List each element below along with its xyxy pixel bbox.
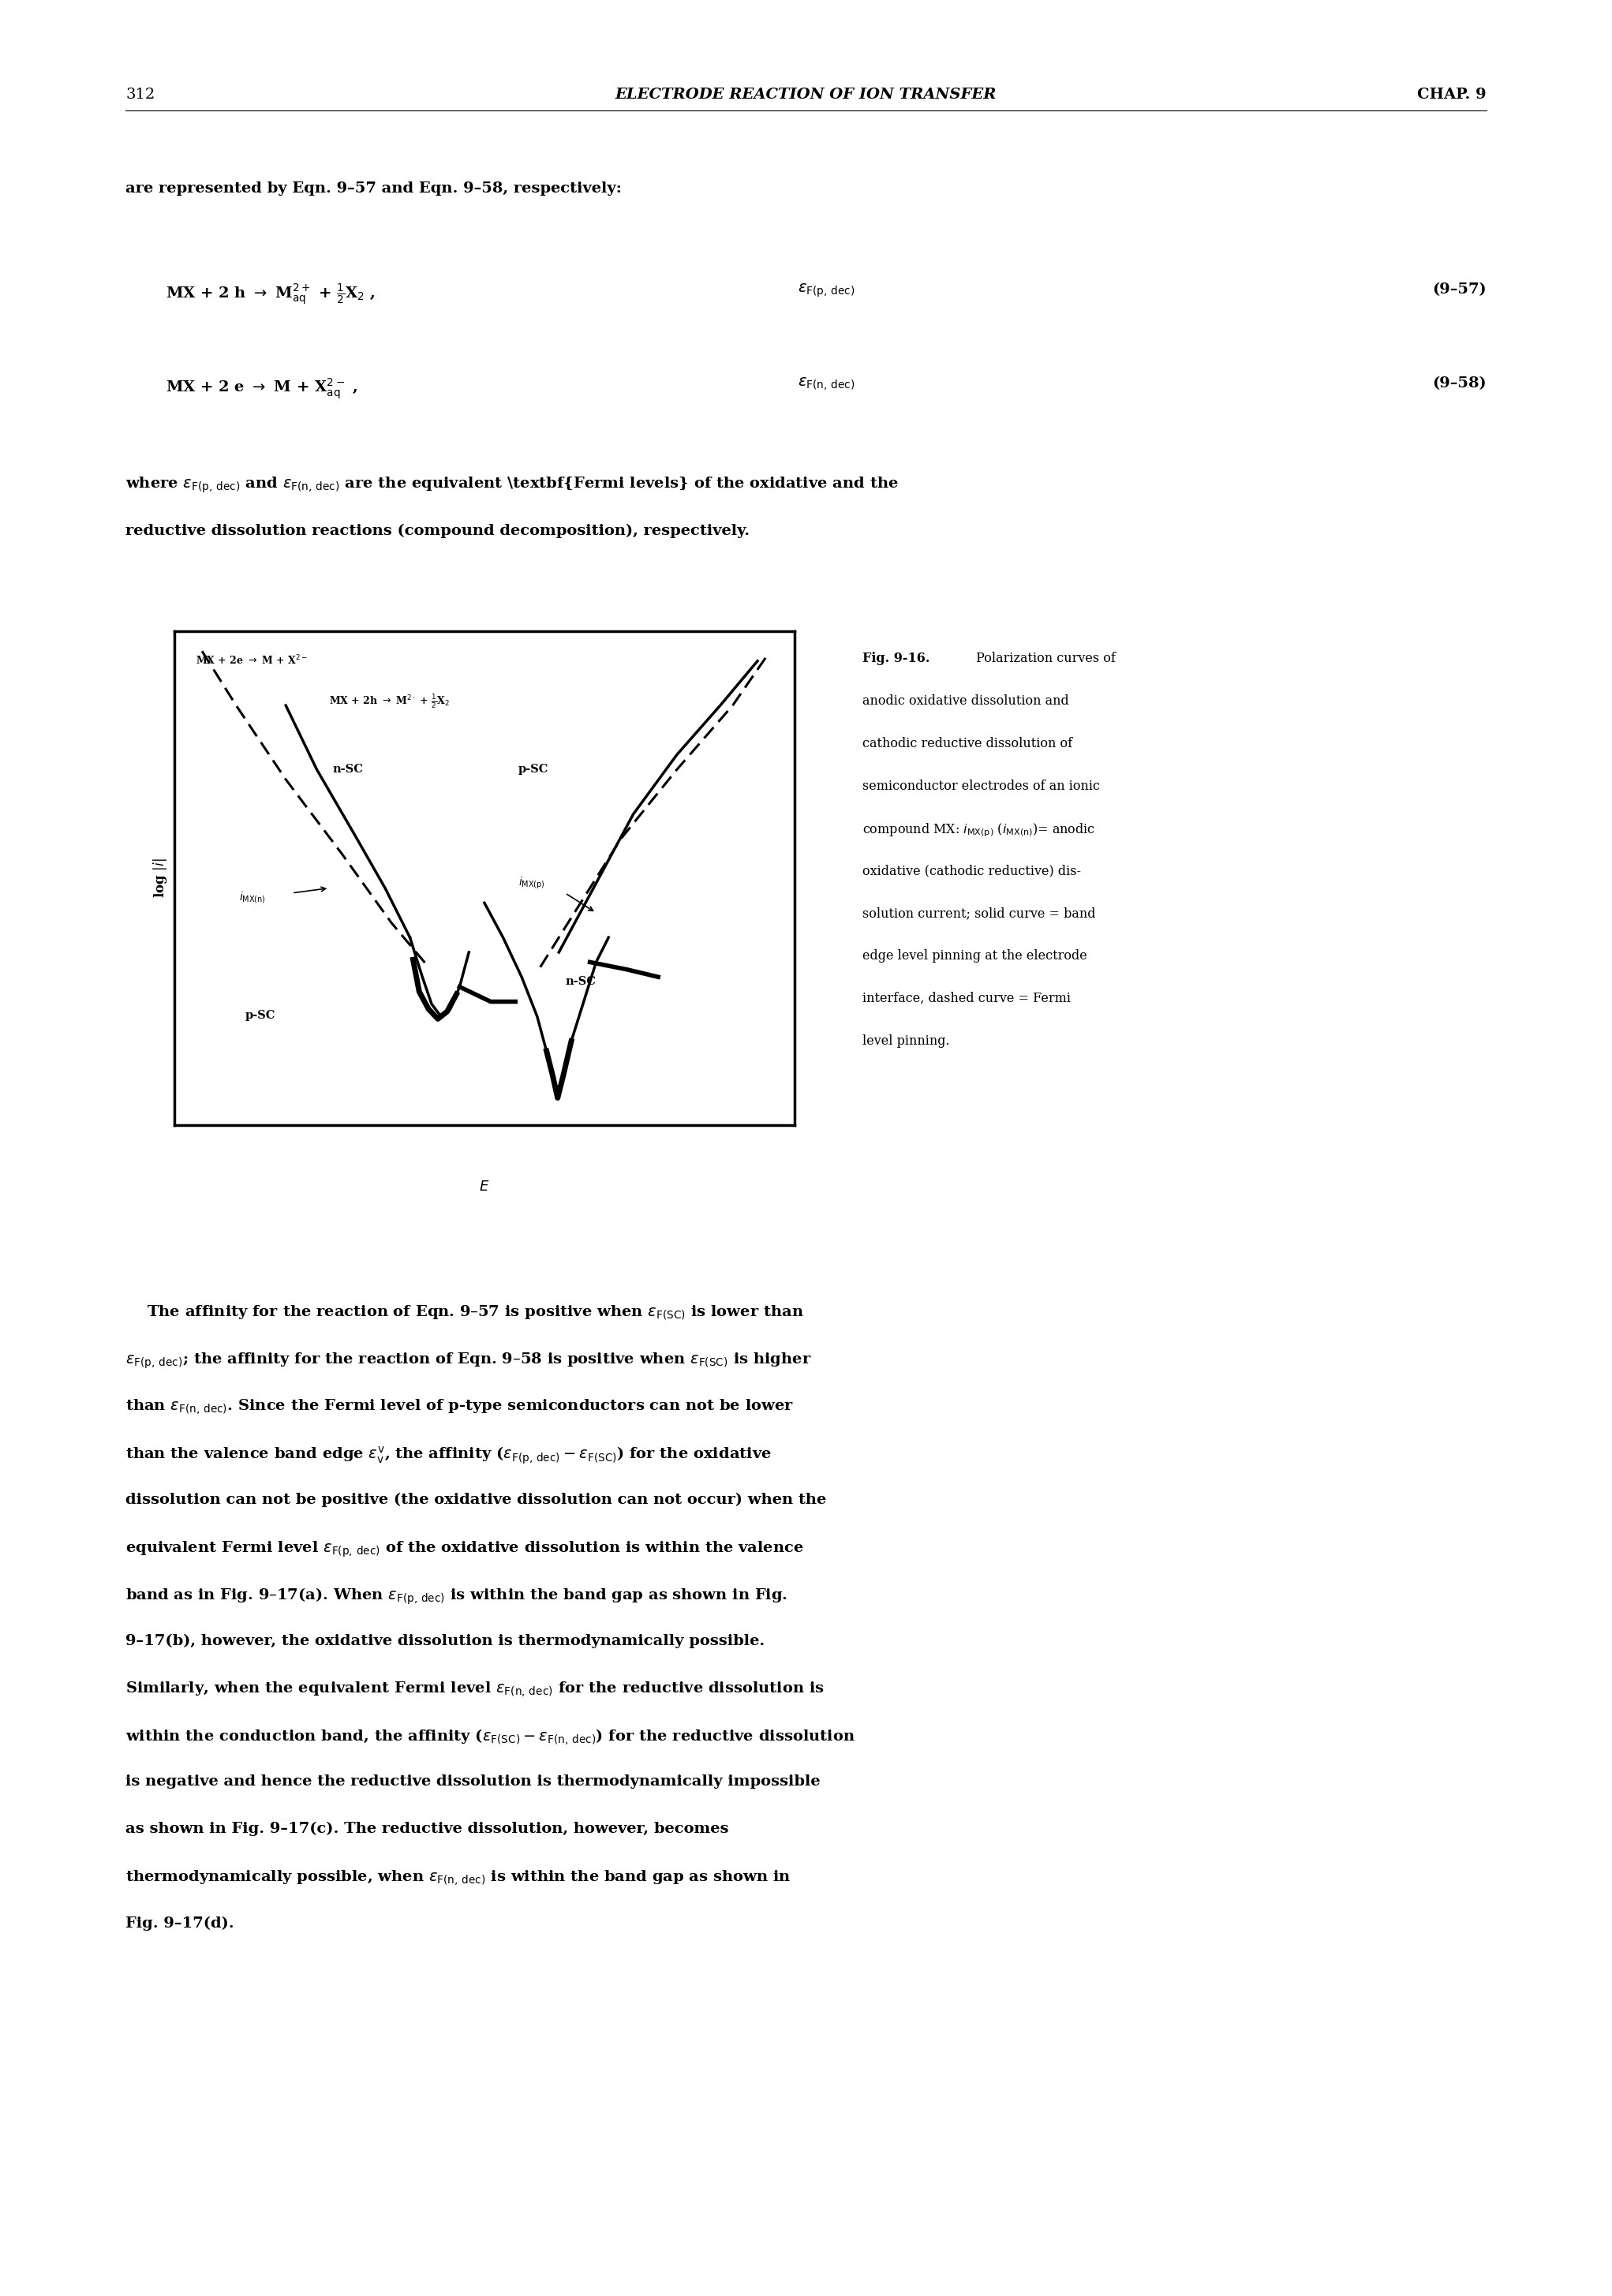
Text: cathodic reductive dissolution of: cathodic reductive dissolution of xyxy=(862,737,1072,751)
Text: p-SC: p-SC xyxy=(519,762,548,774)
Text: The affinity for the reaction of Eqn. 9–57 is positive when $\varepsilon_{\rm F(: The affinity for the reaction of Eqn. 9–… xyxy=(126,1304,804,1322)
Text: Polarization curves of: Polarization curves of xyxy=(972,652,1116,666)
Text: is negative and hence the reductive dissolution is thermodynamically impossible: is negative and hence the reductive diss… xyxy=(126,1775,821,1789)
Text: where $\varepsilon_{\rm F(p,\,dec)}$ and $\varepsilon_{\rm F(n,\,dec)}$ are the : where $\varepsilon_{\rm F(p,\,dec)}$ and… xyxy=(126,475,899,494)
Text: $i_{\rm MX(p)}$: $i_{\rm MX(p)}$ xyxy=(519,875,545,891)
Text: $\varepsilon_{\rm F(p,\,dec)}$; the affinity for the reaction of Eqn. 9–58 is po: $\varepsilon_{\rm F(p,\,dec)}$; the affi… xyxy=(126,1350,812,1371)
Text: semiconductor electrodes of an ionic: semiconductor electrodes of an ionic xyxy=(862,781,1099,792)
Text: MX + 2 h $\rightarrow$ M$^{2+}_{\rm aq}$ + $\frac{1}{2}$X$_2$ ,: MX + 2 h $\rightarrow$ M$^{2+}_{\rm aq}$… xyxy=(166,282,376,308)
Text: equivalent Fermi level $\varepsilon_{\rm F(p,\,dec)}$ of the oxidative dissoluti: equivalent Fermi level $\varepsilon_{\rm… xyxy=(126,1538,804,1559)
Text: edge level pinning at the electrode: edge level pinning at the electrode xyxy=(862,948,1086,962)
Text: $i_{\rm MX(n)}$: $i_{\rm MX(n)}$ xyxy=(239,891,266,905)
Text: level pinning.: level pinning. xyxy=(862,1033,949,1047)
Text: MX + 2h $\rightarrow$ M$^{2\cdot}$ + $\frac{1}{2}$X$_2$: MX + 2h $\rightarrow$ M$^{2\cdot}$ + $\f… xyxy=(329,693,450,709)
Text: $\varepsilon_{\rm F(p,\,dec)}$: $\varepsilon_{\rm F(p,\,dec)}$ xyxy=(798,282,854,298)
Text: band as in Fig. 9–17(a). When $\varepsilon_{\rm F(p,\,dec)}$ is within the band : band as in Fig. 9–17(a). When $\varepsil… xyxy=(126,1587,788,1607)
Text: anodic oxidative dissolution and: anodic oxidative dissolution and xyxy=(862,693,1069,707)
Text: compound MX: $i_{\rm MX(p)}$ ($i_{\rm MX(n)}$)= anodic: compound MX: $i_{\rm MX(p)}$ ($i_{\rm MX… xyxy=(862,822,1095,838)
Text: MX + 2e $\rightarrow$ M + X$^{2-}$: MX + 2e $\rightarrow$ M + X$^{2-}$ xyxy=(195,654,308,666)
Text: $E$: $E$ xyxy=(479,1180,490,1194)
Text: 9–17(b), however, the oxidative dissolution is thermodynamically possible.: 9–17(b), however, the oxidative dissolut… xyxy=(126,1635,766,1649)
Y-axis label: log $|i|$: log $|i|$ xyxy=(152,859,169,898)
Text: n-SC: n-SC xyxy=(566,976,596,987)
Text: thermodynamically possible, when $\varepsilon_{\rm F(n,\,dec)}$ is within the ba: thermodynamically possible, when $\varep… xyxy=(126,1869,791,1887)
Text: oxidative (cathodic reductive) dis-: oxidative (cathodic reductive) dis- xyxy=(862,866,1082,877)
Text: Fig. 9–17(d).: Fig. 9–17(d). xyxy=(126,1915,234,1931)
Text: p-SC: p-SC xyxy=(245,1010,276,1022)
Text: n-SC: n-SC xyxy=(332,762,363,774)
Text: solution current; solid curve = band: solution current; solid curve = band xyxy=(862,907,1096,921)
Text: 312: 312 xyxy=(126,87,155,101)
Text: than $\varepsilon_{\rm F(n,\,dec)}$. Since the Fermi level of p-type semiconduct: than $\varepsilon_{\rm F(n,\,dec)}$. Sin… xyxy=(126,1398,795,1417)
Text: $\varepsilon_{\rm F(n,\,dec)}$: $\varepsilon_{\rm F(n,\,dec)}$ xyxy=(798,377,854,393)
Text: Fig. 9-16.: Fig. 9-16. xyxy=(862,652,930,666)
Text: (9–57): (9–57) xyxy=(1431,282,1486,296)
Text: interface, dashed curve = Fermi: interface, dashed curve = Fermi xyxy=(862,992,1070,1006)
Text: MX + 2 e $\rightarrow$ M + X$^{2-}_{\rm aq}$ ,: MX + 2 e $\rightarrow$ M + X$^{2-}_{\rm … xyxy=(166,377,358,402)
Text: within the conduction band, the affinity ($\varepsilon_{\rm F(SC)} - \varepsilon: within the conduction band, the affinity… xyxy=(126,1727,856,1747)
Text: as shown in Fig. 9–17(c). The reductive dissolution, however, becomes: as shown in Fig. 9–17(c). The reductive … xyxy=(126,1823,729,1837)
Text: Similarly, when the equivalent Fermi level $\varepsilon_{\rm F(n,\,dec)}$ for th: Similarly, when the equivalent Fermi lev… xyxy=(126,1681,825,1699)
Text: CHAP. 9: CHAP. 9 xyxy=(1417,87,1486,101)
Text: than the valence band edge $\varepsilon^{\rm v}_{\rm v}$, the affinity ($\vareps: than the valence band edge $\varepsilon^… xyxy=(126,1446,772,1467)
Text: are represented by Eqn. 9–57 and Eqn. 9–58, respectively:: are represented by Eqn. 9–57 and Eqn. 9–… xyxy=(126,181,622,195)
Text: dissolution can not be positive (the oxidative dissolution can not occur) when t: dissolution can not be positive (the oxi… xyxy=(126,1492,827,1506)
Text: ELECTRODE REACTION OF ION TRANSFER: ELECTRODE REACTION OF ION TRANSFER xyxy=(616,87,996,101)
Text: (9–58): (9–58) xyxy=(1431,377,1486,390)
Text: reductive dissolution reactions (compound decomposition), respectively.: reductive dissolution reactions (compoun… xyxy=(126,523,750,537)
